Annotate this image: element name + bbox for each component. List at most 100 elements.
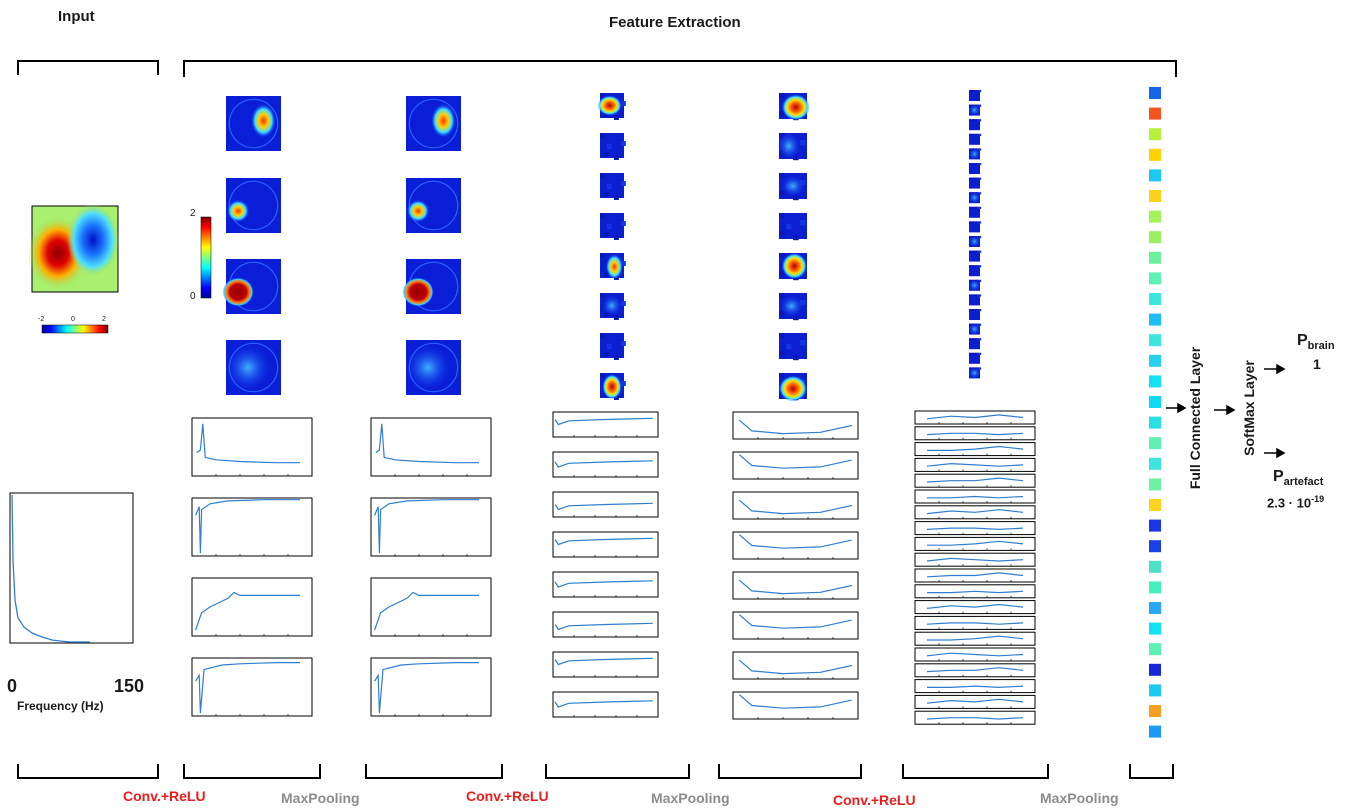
fc-unit-17 xyxy=(1149,416,1161,429)
line-plot-pool2-4 xyxy=(732,531,859,560)
feature-map-conv3-18 xyxy=(969,338,982,350)
feature-map-pool2-3 xyxy=(779,173,807,201)
feature-map-conv2-3 xyxy=(600,173,626,200)
feature-map-conv2-6 xyxy=(600,293,626,320)
fc-unit-13 xyxy=(1149,334,1161,347)
feature-map-conv2-7 xyxy=(600,333,626,360)
p-artefact-subscript: artefact xyxy=(1283,476,1324,489)
fc-unit-1 xyxy=(1149,87,1161,99)
line-plot-conv3-16 xyxy=(914,647,1036,662)
input-colorbar-max: 2 xyxy=(102,316,106,323)
feature-colorbar xyxy=(200,216,212,299)
fc-unit-8 xyxy=(1149,231,1161,244)
p-brain-symbol: P xyxy=(1297,332,1308,349)
fc-unit-7 xyxy=(1149,210,1161,223)
feature-map-conv3-6 xyxy=(969,163,982,174)
feature-map-conv2-2 xyxy=(600,133,626,160)
line-plot-conv3-11 xyxy=(914,568,1036,583)
line-plot-pool2-1 xyxy=(732,411,859,440)
p-brain-label: Pbrain xyxy=(1297,332,1335,352)
feature-map-conv2-4 xyxy=(600,213,626,240)
feature-map-pool2-2 xyxy=(777,133,807,161)
p-artefact-value-base: 2.3 · 10 xyxy=(1267,495,1312,511)
line-plot-conv3-1 xyxy=(914,410,1036,425)
fc-unit-19 xyxy=(1149,457,1161,470)
p-artefact-value-exponent: -19 xyxy=(1311,494,1325,504)
feature-extraction-top-bracket xyxy=(183,60,1177,77)
arrow-to-p-brain xyxy=(1264,363,1286,375)
conv-relu-2-bracket xyxy=(545,764,690,779)
fc-unit-24 xyxy=(1149,560,1161,573)
line-plot-conv3-15 xyxy=(914,631,1036,646)
feature-map-conv3-8 xyxy=(969,192,982,204)
feature-map-pool1-4 xyxy=(406,340,461,395)
line-plot-conv2-8 xyxy=(552,691,659,718)
feature-map-pool2-1 xyxy=(779,93,810,121)
feature-map-pool1-1 xyxy=(406,96,461,151)
op-label-conv-relu-3: Conv.+ReLU xyxy=(833,792,916,808)
feature-map-conv2-5 xyxy=(600,253,626,280)
line-plot-conv1-3 xyxy=(191,577,313,637)
line-plot-conv1-1 xyxy=(191,417,313,477)
op-label-maxpooling-2: MaxPooling xyxy=(651,790,730,806)
op-label-conv-relu-1: Conv.+ReLU xyxy=(123,788,206,804)
line-plot-conv3-18 xyxy=(914,679,1036,694)
input-spectrum-plot xyxy=(9,492,134,644)
feature-map-conv3-4 xyxy=(969,133,982,145)
fc-unit-5 xyxy=(1149,169,1161,182)
line-plot-conv3-10 xyxy=(914,552,1036,567)
fc-unit-30 xyxy=(1149,684,1161,697)
feature-map-conv3-5 xyxy=(969,148,982,160)
line-plot-pool1-2 xyxy=(370,497,492,557)
fc-unit-6 xyxy=(1149,190,1161,202)
line-plot-conv3-2 xyxy=(914,426,1036,441)
fc-unit-31 xyxy=(1149,705,1161,717)
feature-map-pool2-4 xyxy=(779,213,807,241)
op-label-maxpooling-3: MaxPooling xyxy=(1040,790,1119,806)
spectrum-xmax: 150 xyxy=(114,676,145,696)
fc-unit-25 xyxy=(1149,581,1161,594)
line-plot-pool2-5 xyxy=(732,571,859,600)
fc-unit-3 xyxy=(1149,128,1161,141)
feature-extraction-title: Feature Extraction xyxy=(609,14,741,31)
arrow-to-softmax xyxy=(1214,404,1236,416)
input-title: Input xyxy=(58,8,95,25)
feature-map-conv3-16 xyxy=(969,309,982,320)
p-artefact-value: 2.3 · 10-19 xyxy=(1267,494,1324,510)
input-colorbar-min: -2 xyxy=(38,316,45,323)
fc-unit-26 xyxy=(1149,602,1161,614)
fc-vector xyxy=(1149,87,1161,738)
spectrum-xmin: 0 xyxy=(7,676,18,696)
feature-map-groups xyxy=(222,90,982,402)
feature-map-pool2-7 xyxy=(779,333,807,361)
feature-map-conv3-7 xyxy=(969,177,982,189)
fc-unit-23 xyxy=(1149,540,1161,553)
line-plot-conv3-7 xyxy=(914,505,1036,520)
conv-relu-3-bracket xyxy=(902,764,1049,779)
feature-map-pool1-3 xyxy=(402,259,461,314)
feature-map-conv3-15 xyxy=(969,294,982,306)
fc-unit-22 xyxy=(1149,519,1161,532)
p-brain-value: 1 xyxy=(1313,356,1321,372)
line-plot-pool2-2 xyxy=(732,451,859,480)
feature-map-conv3-17 xyxy=(969,323,982,335)
input-top-bracket xyxy=(17,60,159,75)
feature-map-pool2-5 xyxy=(779,253,808,281)
line-plot-conv2-5 xyxy=(552,571,659,598)
feature-colorbar-min: 0 xyxy=(190,291,196,302)
fc-unit-14 xyxy=(1149,354,1161,367)
p-artefact-symbol: P xyxy=(1273,468,1284,485)
arrow-to-fc xyxy=(1166,402,1187,414)
feature-map-conv1-3 xyxy=(222,259,281,314)
input-colorbar-mid: 0 xyxy=(71,316,75,323)
feature-map-conv2-8 xyxy=(600,373,626,400)
spectrum-xlabel: Frequency (Hz) xyxy=(17,699,104,713)
arrow-to-p-artefact xyxy=(1264,447,1286,459)
line-plot-conv2-6 xyxy=(552,611,659,638)
maxpooling-1-bracket xyxy=(365,764,503,779)
fc-unit-10 xyxy=(1149,272,1161,285)
line-plot-pool1-4 xyxy=(370,657,492,717)
feature-map-conv3-10 xyxy=(969,221,982,233)
line-plot-conv3-5 xyxy=(914,473,1036,488)
